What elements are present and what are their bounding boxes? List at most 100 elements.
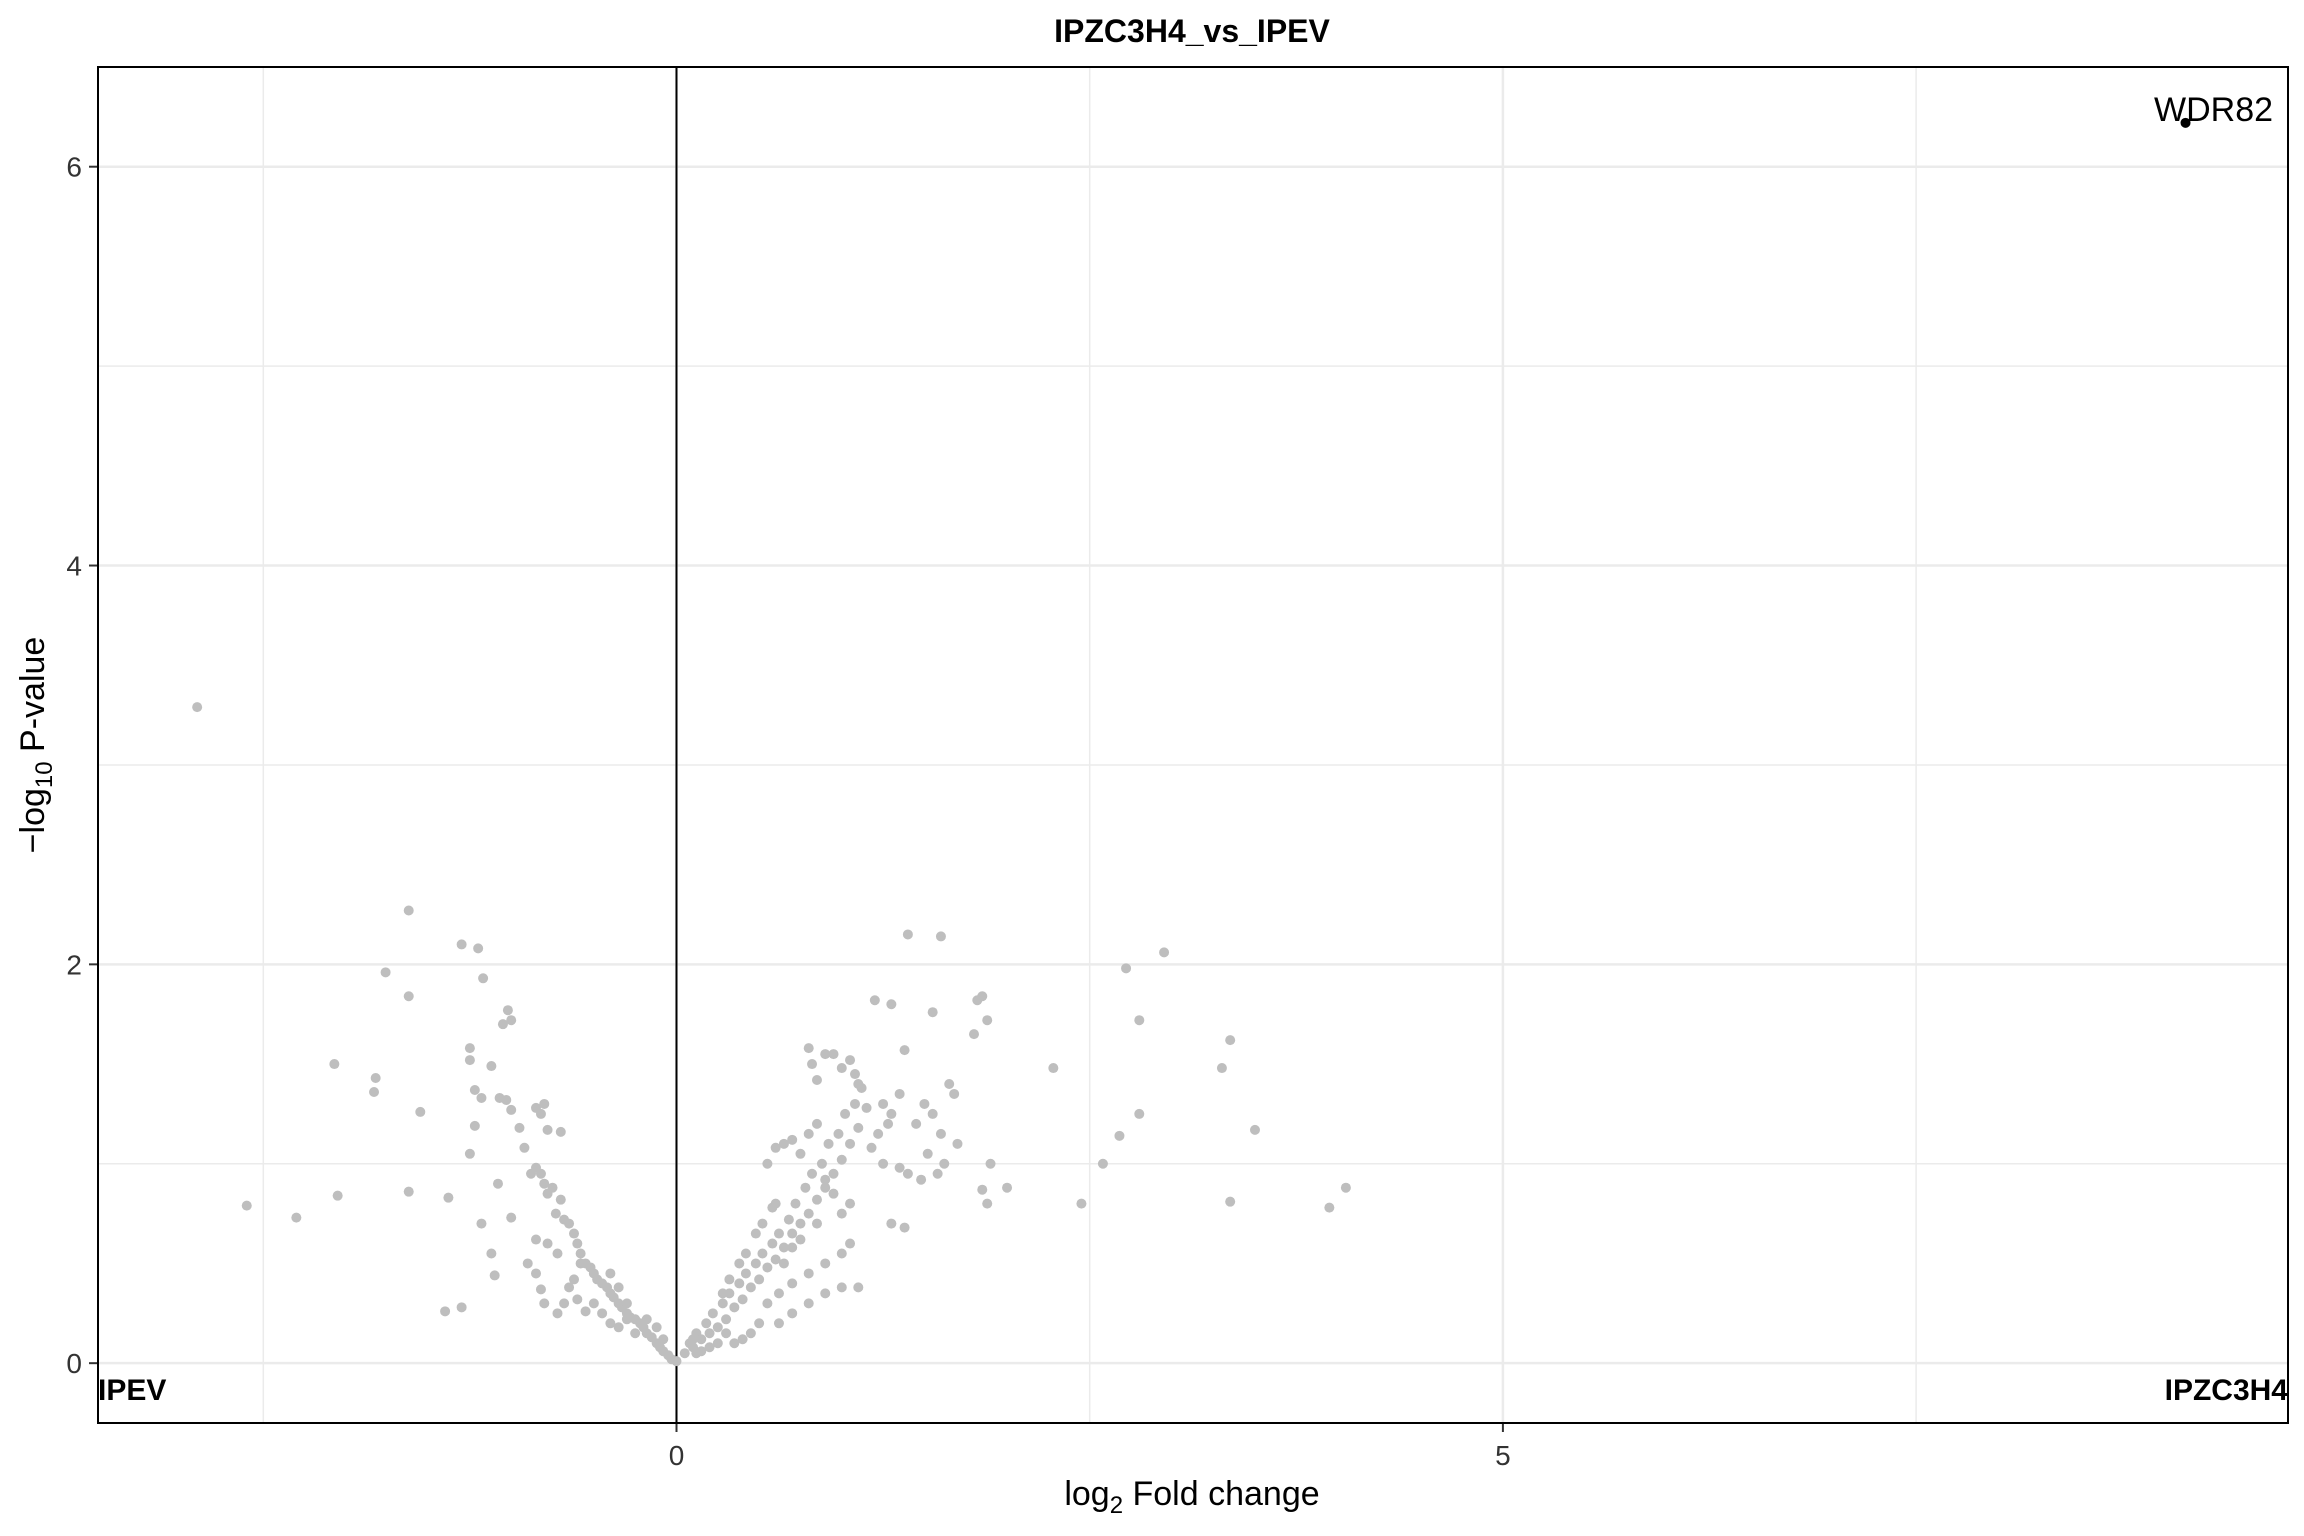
data-point-160 [803,1268,814,1279]
data-point-103 [651,1322,662,1333]
data-point-192 [902,929,913,940]
data-point-207 [935,1128,946,1139]
data-point-126 [767,1238,778,1249]
data-point-101 [621,1298,632,1309]
y-axis-title-subscript: 10 [31,761,58,788]
data-point-89 [605,1318,616,1329]
data-point-135 [803,1208,814,1219]
x-axis-title: log2 Fold change [1064,1475,1319,1519]
data-point-172 [737,1334,748,1345]
data-point-141 [828,1168,839,1179]
data-point-133 [795,1218,806,1229]
data-point-214 [939,1158,950,1169]
data-point-189 [869,995,880,1006]
data-point-39 [506,1212,517,1223]
data-point-242 [1225,1035,1236,1046]
data-point-234 [1076,1198,1087,1209]
data-point-162 [836,1248,847,1259]
data-point-229 [985,1158,996,1169]
data-point-7 [380,967,391,978]
data-point-194 [927,1007,938,1018]
data-point-55 [555,1194,566,1205]
grid-lines [98,67,2288,1423]
data-point-226 [977,991,988,1002]
data-point-171 [745,1328,756,1339]
data-point-21 [476,1092,487,1103]
data-point-105 [679,1348,690,1359]
data-point-173 [729,1338,740,1349]
data-point-156 [811,1118,822,1129]
data-point-6 [370,1073,381,1084]
data-point-243 [1225,1196,1236,1207]
data-point-218 [836,1208,847,1219]
data-point-170 [754,1318,765,1329]
data-point-5 [369,1086,380,1097]
data-point-199 [873,1128,884,1139]
data-point-185 [836,1063,847,1074]
data-point-38 [492,1178,503,1189]
axis-ticks: 0 5 0 2 4 6 [66,152,1510,1471]
data-point-219 [828,1188,839,1199]
data-point-161 [820,1258,831,1269]
data-point-138 [816,1158,827,1169]
data-point-117 [729,1302,740,1313]
data-point-158 [773,1288,784,1299]
data-point-99 [605,1268,616,1279]
x-axis-title-main: log [1064,1475,1109,1513]
data-point-254 [717,1288,728,1299]
data-point-154 [795,1148,806,1159]
data-point-123 [754,1274,765,1285]
data-point-45 [539,1298,550,1309]
data-point-28 [506,1104,517,1115]
data-point-17 [478,973,489,984]
data-point-90 [613,1322,624,1333]
data-point-146 [849,1098,860,1109]
data-point-46 [531,1268,541,1279]
data-point-4 [329,1059,340,1070]
data-point-33 [535,1108,546,1119]
data-point-232 [977,1184,988,1195]
data-point-95 [569,1274,580,1285]
data-point-88 [597,1308,608,1319]
data-point-93 [552,1308,563,1319]
y-tick-label-1: 2 [66,949,82,980]
highlight-point-wdr82 [2180,117,2191,128]
data-point-175 [712,1338,723,1349]
data-point-2 [291,1212,302,1223]
data-point-211 [949,1088,960,1099]
data-point-128 [773,1228,784,1239]
chart-title: IPZC3H4_vs_IPEV [1054,13,1330,49]
data-point-142 [833,1128,844,1139]
data-point-190 [886,999,897,1010]
data-point-0 [192,702,203,713]
data-point-13 [403,1186,414,1197]
data-point-213 [932,1168,943,1179]
data-point-249 [757,1218,768,1229]
x-axis-title-rest: Fold change [1123,1475,1320,1513]
data-point-169 [773,1318,784,1329]
data-point-84 [564,1282,575,1293]
data-point-167 [803,1298,814,1309]
x-tick-label-1: 5 [1495,1440,1511,1471]
data-point-8 [403,905,414,916]
data-point-184 [828,1049,839,1060]
data-point-124 [757,1248,768,1259]
data-point-139 [820,1182,831,1193]
data-point-200 [866,1142,877,1153]
data-point-1 [241,1200,252,1211]
data-point-166 [820,1288,831,1299]
data-point-120 [740,1268,751,1279]
data-point-174 [721,1328,732,1339]
data-point-145 [845,1138,856,1149]
data-point-231 [1002,1182,1013,1193]
data-point-131 [787,1228,798,1239]
data-point-134 [800,1182,811,1193]
data-point-227 [982,1015,993,1026]
data-point-159 [787,1278,798,1289]
data-point-155 [803,1128,814,1139]
y-axis-title: −log10 P-value [14,637,58,854]
data-point-27 [501,1094,512,1105]
data-point-94 [559,1298,570,1309]
data-point-230 [982,1198,993,1209]
